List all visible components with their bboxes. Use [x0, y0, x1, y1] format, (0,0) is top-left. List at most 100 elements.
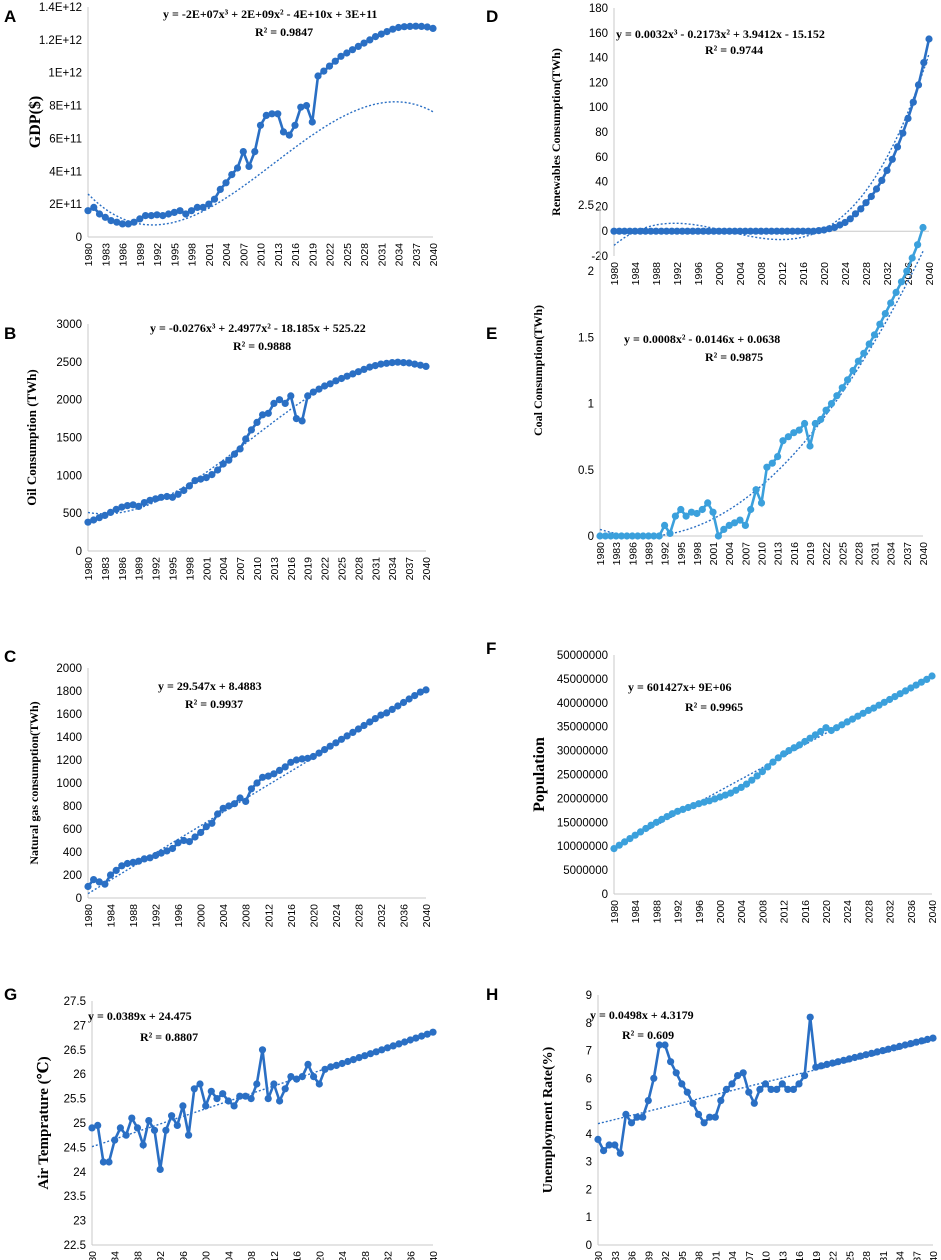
- y-tick-label: 2.5: [578, 200, 594, 212]
- y-axis-label: Air Temprature (℃): [36, 1056, 52, 1189]
- data-point: [113, 218, 121, 226]
- data-point: [767, 1085, 775, 1093]
- data-point: [228, 171, 236, 179]
- data-point: [191, 833, 199, 841]
- data-point: [634, 532, 642, 540]
- x-tick-label: 2012: [263, 904, 275, 928]
- x-tick-label: 2032: [882, 262, 894, 286]
- trendline: [87, 101, 434, 226]
- data-point: [383, 1044, 392, 1052]
- x-tick-label: 1984: [630, 900, 642, 924]
- data-point: [757, 227, 765, 235]
- data-point: [325, 62, 334, 70]
- data-point: [878, 176, 886, 184]
- data-point: [615, 841, 623, 849]
- data-point: [778, 1080, 786, 1088]
- x-tick-label: 2016: [286, 557, 298, 581]
- data-point: [173, 1121, 181, 1129]
- x-tick-label: 2036: [398, 904, 410, 928]
- data-point: [157, 849, 165, 857]
- data-point: [412, 22, 420, 30]
- x-tick-label: 2040: [918, 542, 930, 566]
- x-tick-label: 2016: [292, 1251, 304, 1260]
- x-tick-label: 1992: [151, 904, 163, 928]
- data-point: [361, 1052, 369, 1060]
- data-point: [750, 1099, 758, 1107]
- data-point: [241, 1092, 250, 1100]
- data-point: [400, 23, 408, 31]
- data-point: [310, 1073, 318, 1081]
- data-point: [746, 227, 755, 235]
- data-point: [193, 203, 201, 211]
- data-point: [159, 212, 167, 220]
- x-tick-label: 2008: [246, 1251, 258, 1260]
- data-point: [135, 502, 143, 510]
- data-point: [908, 254, 916, 262]
- data-point: [929, 1034, 937, 1042]
- y-tick-label: 20: [595, 201, 608, 213]
- x-tick-label: 2004: [218, 557, 230, 581]
- x-tick-label: 2000: [201, 1251, 213, 1260]
- data-point: [720, 227, 728, 235]
- data-point: [838, 721, 846, 729]
- data-point: [748, 776, 756, 784]
- x-tick-label: 2040: [428, 1251, 440, 1260]
- data-point: [128, 1114, 136, 1122]
- data-point: [817, 727, 825, 736]
- x-tick-label: 1980: [83, 557, 95, 581]
- data-point: [230, 450, 239, 458]
- data-point: [845, 1055, 853, 1063]
- data-point: [199, 203, 207, 211]
- data-point: [918, 1037, 926, 1045]
- data-point: [112, 866, 120, 875]
- x-tick-label: 2010: [252, 557, 264, 581]
- x-tick-label: 2036: [405, 1251, 417, 1260]
- trendline: [599, 251, 924, 537]
- data-point: [706, 1113, 714, 1121]
- data-point: [907, 684, 915, 692]
- data-point: [366, 718, 374, 726]
- data-point: [112, 505, 120, 513]
- data-point: [164, 210, 173, 218]
- data-point: [920, 59, 928, 67]
- data-point: [615, 227, 623, 235]
- data-point: [99, 1158, 107, 1166]
- data-point: [197, 475, 205, 483]
- panel-letter: A: [4, 7, 16, 26]
- data-point: [799, 227, 807, 235]
- data-point: [389, 1042, 397, 1050]
- y-tick-label: 1.5: [578, 332, 594, 344]
- data-point: [222, 179, 230, 187]
- data-point: [699, 227, 707, 235]
- data-point: [883, 166, 891, 174]
- data-point: [298, 1073, 306, 1081]
- data-point: [860, 349, 868, 357]
- data-point: [762, 227, 770, 235]
- x-tick-label: 2010: [256, 243, 268, 267]
- data-point: [838, 384, 846, 392]
- data-point: [314, 72, 322, 80]
- x-tick-label: 2040: [927, 900, 939, 924]
- data-point: [917, 678, 926, 686]
- data-point: [682, 512, 690, 520]
- data-point: [747, 505, 755, 514]
- data-point: [242, 435, 250, 443]
- r-squared: R² = 0.9937: [185, 697, 243, 711]
- x-tick-label: 1986: [117, 557, 129, 581]
- data-point: [822, 406, 830, 414]
- panel-a: A 0 2E+11 4E+11 6E+11 8E+11 1E+12 1.2E+12 1.4E+1…: [4, 2, 440, 266]
- data-point: [399, 359, 408, 367]
- panel-e: E 0 0.5 1 1.5 2 2.5 1980 1983 1986 1989 1992 1995 199…: [486, 200, 930, 565]
- x-tick-label: 1988: [651, 900, 663, 924]
- data-point: [812, 1063, 820, 1071]
- data-point: [348, 46, 357, 54]
- data-point: [673, 227, 681, 235]
- x-tick-label: 2025: [844, 1251, 856, 1260]
- data-point: [841, 218, 849, 227]
- y-tick-label: 5000000: [563, 865, 608, 877]
- data-point: [412, 1034, 420, 1042]
- x-tick-label: 1986: [627, 542, 639, 566]
- data-point: [710, 227, 718, 235]
- data-point: [764, 763, 772, 771]
- x-tick-label: 2020: [819, 262, 831, 286]
